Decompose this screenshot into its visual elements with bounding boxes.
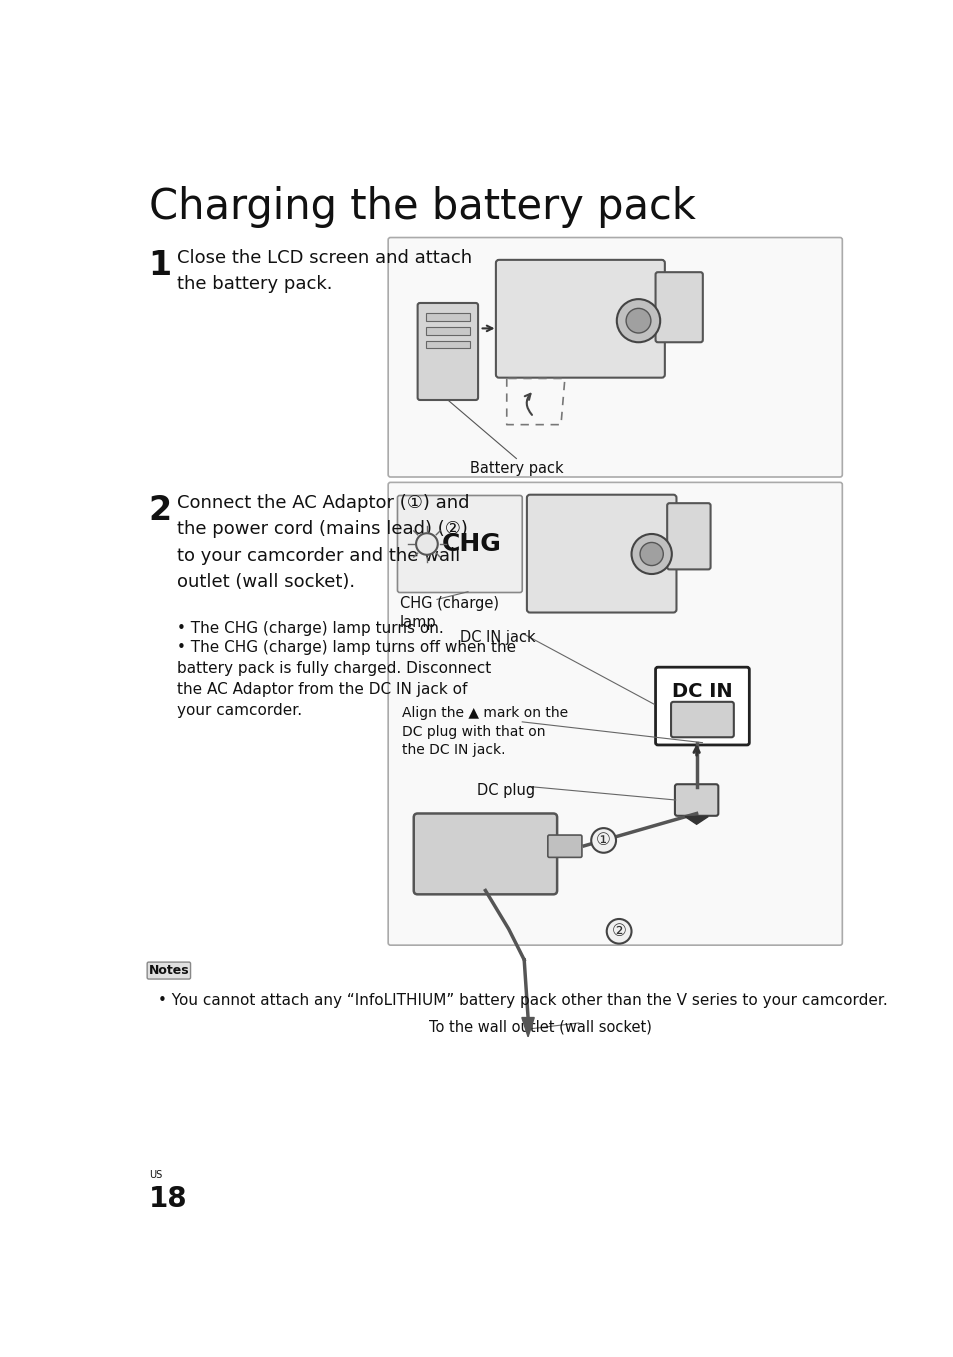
FancyBboxPatch shape — [388, 482, 841, 946]
FancyBboxPatch shape — [417, 303, 477, 400]
Text: US: US — [149, 1170, 162, 1181]
FancyBboxPatch shape — [655, 273, 702, 342]
Text: ①: ① — [596, 832, 611, 849]
Text: CHG (charge)
lamp: CHG (charge) lamp — [399, 596, 498, 631]
FancyBboxPatch shape — [670, 702, 733, 737]
FancyBboxPatch shape — [414, 813, 557, 894]
FancyBboxPatch shape — [655, 668, 748, 745]
Text: Close the LCD screen and attach
the battery pack.: Close the LCD screen and attach the batt… — [177, 250, 472, 293]
Text: • The CHG (charge) lamp turns off when the
battery pack is fully charged. Discon: • The CHG (charge) lamp turns off when t… — [177, 641, 516, 718]
Text: 18: 18 — [149, 1186, 187, 1213]
Text: • You cannot attach any “InfoLITHIUM” battery pack other than the V series to yo: • You cannot attach any “InfoLITHIUM” ba… — [158, 993, 887, 1008]
FancyBboxPatch shape — [496, 259, 664, 377]
Text: DC plug: DC plug — [476, 783, 535, 798]
Circle shape — [606, 919, 631, 943]
Circle shape — [631, 535, 671, 574]
FancyBboxPatch shape — [674, 784, 718, 816]
Text: To the wall outlet (wall socket): To the wall outlet (wall socket) — [429, 1019, 652, 1034]
FancyBboxPatch shape — [147, 962, 191, 978]
Text: Connect the AC Adaptor (①) and
the power cord (mains lead) (②)
to your camcorder: Connect the AC Adaptor (①) and the power… — [177, 494, 470, 592]
Bar — [426, 313, 469, 320]
FancyBboxPatch shape — [397, 495, 521, 593]
FancyBboxPatch shape — [388, 237, 841, 478]
Text: CHG: CHG — [441, 532, 501, 556]
Circle shape — [416, 533, 437, 555]
Text: Battery pack: Battery pack — [469, 461, 562, 476]
Bar — [426, 341, 469, 349]
Text: DC IN jack: DC IN jack — [459, 630, 536, 645]
Text: 2: 2 — [149, 494, 172, 527]
Text: • The CHG (charge) lamp turns on.: • The CHG (charge) lamp turns on. — [177, 622, 444, 636]
Bar — [426, 327, 469, 335]
FancyBboxPatch shape — [526, 495, 676, 612]
Text: Notes: Notes — [149, 963, 189, 977]
Polygon shape — [684, 817, 707, 824]
Text: ②: ② — [611, 923, 626, 940]
Text: Align the ▲ mark on the
DC plug with that on
the DC IN jack.: Align the ▲ mark on the DC plug with tha… — [402, 707, 568, 757]
Text: DC IN: DC IN — [672, 681, 732, 700]
Text: Charging the battery pack: Charging the battery pack — [149, 186, 695, 228]
FancyBboxPatch shape — [547, 835, 581, 858]
Polygon shape — [521, 1018, 534, 1037]
FancyBboxPatch shape — [666, 503, 710, 570]
Text: 1: 1 — [149, 250, 172, 282]
Circle shape — [639, 543, 662, 566]
Circle shape — [617, 299, 659, 342]
Circle shape — [625, 308, 650, 332]
Circle shape — [591, 828, 616, 852]
